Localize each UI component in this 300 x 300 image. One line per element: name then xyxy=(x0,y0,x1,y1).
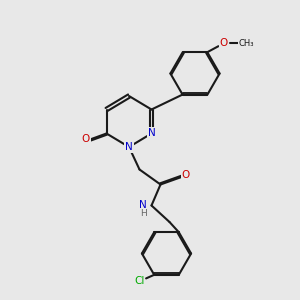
Text: H: H xyxy=(140,209,146,218)
Text: O: O xyxy=(182,170,190,181)
Text: Cl: Cl xyxy=(134,276,144,286)
Text: O: O xyxy=(220,38,228,48)
Text: N: N xyxy=(125,142,133,152)
Text: O: O xyxy=(81,134,90,145)
Text: N: N xyxy=(148,128,155,139)
Text: CH₃: CH₃ xyxy=(238,39,254,48)
Text: N: N xyxy=(139,200,147,211)
